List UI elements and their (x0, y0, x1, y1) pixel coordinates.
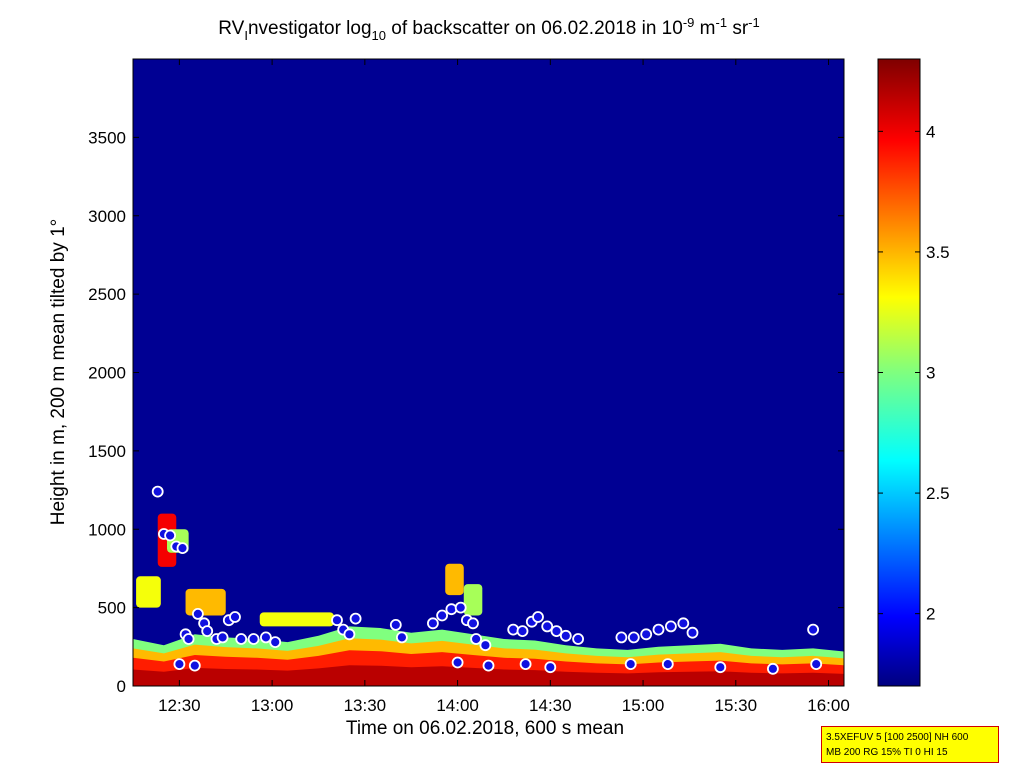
cloud-base-marker (191, 608, 204, 620)
cloud-base-marker (445, 603, 458, 616)
y-axis-label: Height in m, 200 m mean tilted by 1° (48, 219, 69, 525)
x-tick-label: 12:30 (158, 696, 201, 715)
x-tick-label: 13:00 (251, 696, 294, 715)
chart-title: RVInvestigator log10 of backscatter on 0… (218, 15, 759, 43)
cloud-base-marker (426, 617, 439, 630)
cloud-base-marker (436, 609, 449, 622)
colorbar-tick-label: 4 (926, 122, 935, 141)
cloud-base-marker (467, 617, 479, 630)
x-axis: 12:30 13:00 13:30 14:00 14:30 15:00 15:30 16:00 (158, 59, 850, 715)
boundary-layer-band (133, 665, 844, 686)
y-tick-label: 1000 (88, 520, 126, 539)
cloud-base-marker (572, 633, 584, 645)
aerosol-layer (445, 563, 464, 596)
cloud-base-marker (470, 633, 483, 645)
y-tick-label: 0 (117, 677, 126, 696)
cloud-base-marker (482, 659, 495, 672)
colorbar-tick-label: 2 (926, 605, 935, 624)
y-axis: 0 500 1000 1500 2000 2500 3000 3500 (88, 128, 844, 696)
cloud-base-marker (454, 601, 467, 614)
colorbar-tick-label: 3.5 (926, 243, 950, 262)
cloud-base-marker (541, 620, 554, 633)
cloud-base-marker (343, 628, 356, 641)
cloud-marker-group (151, 485, 823, 675)
cloud-base-marker (516, 625, 529, 637)
cloud-base-marker (395, 631, 408, 644)
x-tick-label: 14:30 (529, 696, 572, 715)
info-line-2: MB 200 RG 15% TI 0 HI 15 (826, 747, 948, 758)
cloud-base-marker (640, 628, 653, 641)
cloud-base-marker (479, 639, 492, 652)
cloud-base-marker (661, 658, 674, 670)
aerosol-layer (259, 612, 334, 627)
cloud-base-marker (544, 661, 557, 674)
cloud-base-marker (331, 614, 343, 627)
x-tick-label: 13:30 (344, 696, 387, 715)
cloud-base-marker (767, 662, 779, 675)
y-tick-label: 1500 (88, 442, 126, 461)
cloud-base-marker (550, 625, 563, 637)
cloud-base-marker (269, 636, 282, 648)
y-tick-label: 500 (98, 599, 126, 618)
cloud-base-marker (235, 633, 248, 645)
colorbar-tick-label: 3 (926, 364, 935, 383)
cloud-base-marker (652, 623, 665, 636)
colorbar-axis: 2 2.5 3 3.5 4 (878, 122, 950, 624)
x-tick-label: 16:00 (807, 696, 850, 715)
cloud-base-marker (201, 625, 214, 637)
x-tick-label: 15:00 (622, 696, 665, 715)
x-axis-label: Time on 06.02.2018, 600 s mean (346, 718, 624, 739)
x-tick-label: 14:00 (436, 696, 479, 715)
cloud-base-marker (247, 633, 260, 645)
cloud-base-marker (714, 661, 727, 674)
plot-background (133, 59, 844, 686)
cloud-base-marker (451, 656, 464, 669)
cloud-base-marker (627, 631, 640, 644)
aerosol-layer-group (133, 513, 844, 686)
plot-area (133, 59, 844, 686)
cloud-base-marker (151, 485, 164, 498)
colorbar (877, 58, 921, 687)
cloud-base-marker (164, 529, 177, 542)
aerosol-layer (463, 584, 483, 616)
cloud-base-marker (807, 623, 819, 636)
cloud-base-marker (173, 658, 186, 670)
y-tick-label: 3500 (88, 128, 126, 147)
cloud-base-marker (349, 612, 362, 625)
cloud-base-marker (677, 617, 690, 630)
cloud-base-marker (176, 542, 189, 554)
cloud-base-marker (559, 629, 572, 642)
aerosol-layer (136, 576, 161, 608)
cloud-base-marker (665, 620, 677, 633)
y-tick-label: 2500 (88, 285, 126, 304)
cloud-base-marker (229, 611, 241, 623)
cloud-base-marker (810, 658, 823, 670)
cloud-base-marker (507, 623, 520, 636)
cloud-base-marker (615, 631, 628, 644)
x-tick-label: 15:30 (715, 696, 758, 715)
y-tick-label: 3000 (88, 207, 126, 226)
colorbar-tick-label: 2.5 (926, 484, 950, 503)
cloud-base-marker (182, 633, 195, 645)
cloud-base-marker (188, 659, 201, 672)
info-line-1: 3.5XEFUV 5 [100 2500] NH 600 (826, 732, 969, 743)
processing-info-box: 3.5XEFUV 5 [100 2500] NH 600 MB 200 RG 1… (821, 726, 999, 763)
y-tick-label: 2000 (88, 364, 126, 383)
cloud-base-marker (389, 619, 402, 631)
cloud-base-marker (686, 626, 699, 639)
cloud-base-marker (624, 658, 637, 670)
cloud-base-marker (519, 658, 532, 670)
cloud-base-marker (532, 611, 544, 623)
cloud-base-marker (259, 631, 272, 644)
aerosol-layer (185, 588, 226, 616)
cloud-base-marker (216, 631, 229, 644)
